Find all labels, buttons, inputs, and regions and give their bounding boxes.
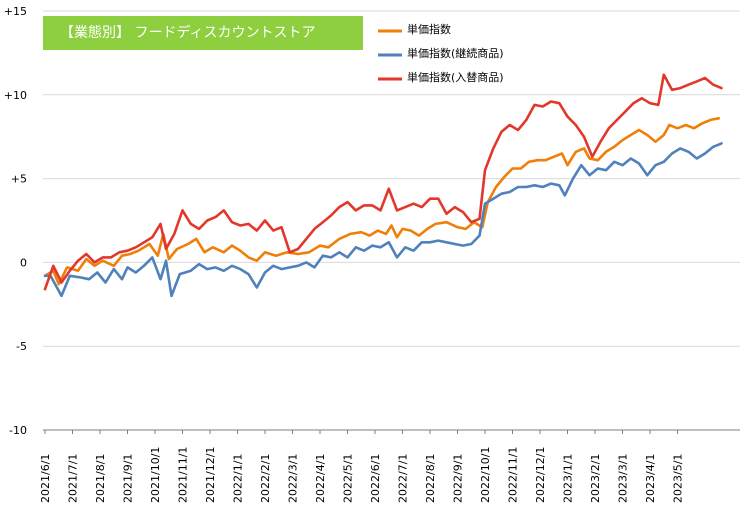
legend-label: 単価指数(継続商品) (407, 46, 504, 60)
x-tick-label: 2022/4/1 (314, 454, 327, 503)
x-tick-label: 2023/5/1 (672, 454, 685, 503)
x-tick-label: 2022/9/1 (452, 454, 465, 503)
x-tick-label: 2021/11/1 (177, 447, 190, 503)
x-tick-label: 2021/6/1 (39, 454, 52, 503)
chart-badge: 【業態別】 フードディスカウントストア (43, 16, 363, 50)
x-tick-label: 2023/1/1 (562, 454, 575, 503)
x-tick-label: 2023/4/1 (644, 454, 657, 503)
x-tick-label: 2022/2/1 (259, 454, 272, 503)
legend: 単価指数 単価指数(継続商品) 単価指数(入替商品) (378, 22, 504, 84)
x-tick-label: 2021/7/1 (67, 454, 80, 503)
x-tick-label: 2022/1/1 (232, 454, 245, 503)
x-tick-label: 2022/6/1 (369, 454, 382, 503)
legend-item: 単価指数(継続商品) (378, 46, 504, 60)
x-tick-label: 2022/11/1 (507, 447, 520, 503)
y-tick-label: +10 (4, 89, 27, 102)
series-line (43, 142, 723, 298)
x-tick-label: 2022/8/1 (424, 454, 437, 503)
legend-label: 単価指数 (407, 22, 451, 36)
gridlines (43, 10, 740, 347)
y-tick-label: +5 (11, 173, 27, 186)
series-line (43, 117, 721, 286)
x-tick-label: 2022/3/1 (287, 454, 300, 503)
legend-label: 単価指数(入替商品) (407, 70, 504, 84)
x-tick-label: 2022/5/1 (342, 454, 355, 503)
x-tick-label: 2021/9/1 (122, 454, 135, 503)
y-tick-label: 0 (20, 256, 27, 269)
x-axis-tick-labels: 2021/6/1 2021/7/1 2021/8/1 2021/9/1 2021/10/… (39, 430, 685, 503)
x-tick-label: 2023/2/1 (589, 454, 602, 503)
chart-badge-background (43, 16, 363, 50)
x-tick-label: 2021/12/1 (204, 447, 217, 503)
x-tick-label: 2021/10/1 (149, 447, 162, 503)
y-tick-label: -5 (16, 340, 27, 353)
x-tick-label: 2021/8/1 (94, 454, 107, 503)
y-tick-label: -10 (9, 424, 27, 437)
legend-item: 単価指数 (378, 22, 451, 36)
x-tick-label: 2023/3/1 (617, 454, 630, 503)
x-tick-label: 2022/7/1 (397, 454, 410, 503)
plot-series (43, 73, 723, 298)
y-tick-label: +15 (4, 5, 27, 18)
x-tick-label: 2022/10/1 (479, 447, 492, 503)
chart-badge-text: 【業態別】 フードディスカウントストア (60, 24, 315, 41)
x-tick-label: 2022/12/1 (534, 447, 547, 503)
y-axis-tick-labels: +15 +10 +5 0 -5 -10 (4, 5, 27, 437)
legend-item: 単価指数(入替商品) (378, 70, 504, 84)
series-line (43, 73, 723, 291)
